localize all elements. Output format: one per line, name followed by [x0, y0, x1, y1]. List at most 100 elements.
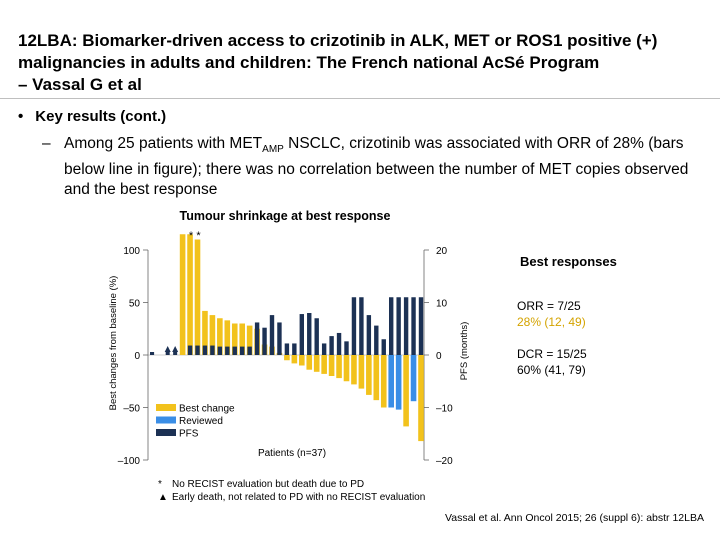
footnotes: * No RECIST evaluation but death due to P… [158, 478, 425, 504]
pfs-bar [314, 318, 319, 355]
best-change-bar [403, 355, 409, 427]
pfs-bar [321, 343, 327, 355]
title-divider [0, 98, 720, 99]
pfs-bar [277, 322, 282, 355]
orr-percent: 28% (12, 49) [517, 315, 586, 329]
dcr-block: DCR = 15/25 60% (41, 79) [517, 346, 587, 378]
triangle-marker-icon [172, 346, 179, 352]
title-line-3: – Vassal G et al [18, 75, 142, 94]
best-change-bar [291, 355, 298, 364]
subpoint-text-a: Among 25 patients with MET [64, 135, 263, 152]
best-change-bar [246, 325, 253, 355]
best-change-bar [224, 320, 231, 355]
subpoint-text: Among 25 patients with METAMP NSCLC, cri… [64, 134, 714, 200]
best-change-bar [343, 355, 350, 382]
pfs-bar [284, 343, 290, 355]
pfs-bar [381, 339, 386, 355]
best-responses-title: Best responses [520, 254, 617, 269]
pfs-bar [217, 346, 223, 355]
title-line-1: 12LBA: Biomarker-driven access to crizot… [18, 31, 658, 50]
y-tick-label: 50 [129, 299, 141, 310]
pfs-bar [396, 297, 401, 355]
best-change-bar [299, 355, 305, 366]
y2-tick-label: 0 [436, 351, 442, 362]
pfs-bar [351, 297, 357, 355]
asterisk-marker-icon: * [189, 230, 194, 242]
pfs-bar [225, 346, 230, 355]
y2-tick-label: 10 [436, 299, 448, 310]
legend-best-change-label: Best change [179, 404, 235, 415]
best-change-bar [209, 315, 216, 355]
pfs-bar [210, 345, 215, 355]
pfs-bar [173, 352, 178, 355]
slide-title: 12LBA: Biomarker-driven access to crizot… [18, 30, 708, 96]
pfs-bar [240, 346, 245, 355]
pfs-bar [232, 346, 237, 355]
best-change-bar [336, 355, 342, 379]
best-change-bar [366, 355, 372, 395]
best-change-bar [328, 355, 335, 376]
footnote-triangle-text: Early death, not related to PD with no R… [172, 492, 426, 503]
result-subpoint: – Among 25 patients with METAMP NSCLC, c… [42, 134, 714, 200]
pfs-bar [150, 352, 155, 355]
best-change-bar [373, 355, 380, 401]
pfs-bar [247, 346, 252, 355]
orr-value: ORR = 7/25 [517, 299, 581, 313]
reviewed-bar [388, 355, 394, 408]
asterisk-icon: * [158, 479, 162, 490]
y-tick-label: –100 [118, 456, 141, 467]
pfs-bar [292, 343, 297, 355]
y-tick-label: –50 [123, 404, 140, 415]
citation: Vassal et al. Ann Oncol 2015; 26 (suppl … [445, 512, 704, 524]
pfs-bar [403, 297, 409, 355]
best-change-bar [313, 355, 320, 372]
best-change-bar [418, 355, 424, 442]
best-change-bar [321, 355, 327, 374]
pfs-bar [366, 315, 372, 355]
best-change-bar [284, 355, 290, 361]
y-axis-label: Best changes from baseline (%) [108, 276, 119, 411]
asterisk-marker-icon: * [196, 230, 201, 242]
footnote-asterisk-text: No RECIST evaluation but death due to PD [172, 479, 365, 490]
pfs-bar [411, 297, 416, 355]
pfs-bar [307, 313, 312, 355]
dcr-percent: 60% (41, 79) [517, 363, 586, 377]
dcr-value: DCR = 15/25 [517, 347, 587, 361]
legend-reviewed-label: Reviewed [179, 416, 223, 427]
pfs-bar [329, 336, 334, 355]
pfs-bar [165, 352, 170, 355]
chart-title: Tumour shrinkage at best response [179, 209, 391, 223]
pfs-bar [254, 322, 260, 355]
dash-icon: – [42, 135, 51, 152]
footnote-triangle: ▲ Early death, not related to PD with no … [158, 491, 425, 504]
pfs-bar [269, 315, 275, 355]
subpoint-subscript: AMP [262, 144, 284, 156]
x-axis-label: Patients (n=37) [258, 448, 326, 459]
y-tick-label: 0 [134, 351, 140, 362]
best-change-bar [179, 234, 186, 355]
title-line-2: malignancies in adults and children: The… [18, 53, 600, 72]
pfs-bar [195, 345, 200, 355]
orr-block: ORR = 7/25 28% (12, 49) [517, 298, 586, 330]
subpoint-text-b: NSCLC, crizotinib was associated with OR… [64, 135, 689, 199]
pfs-bar [344, 341, 349, 355]
best-change-bar [194, 239, 201, 355]
legend-reviewed-swatch [156, 416, 176, 424]
footnote-asterisk: * No RECIST evaluation but death due to P… [158, 478, 425, 491]
best-change-bar [187, 234, 193, 355]
pfs-bar [299, 314, 304, 355]
reviewed-bar [410, 355, 417, 402]
pfs-bar [262, 327, 267, 355]
y-tick-label: 100 [123, 246, 140, 257]
best-change-bar [231, 323, 238, 355]
pfs-bar [202, 345, 208, 355]
y2-axis-label: PFS (months) [459, 322, 470, 381]
best-change-bar [239, 323, 245, 355]
legend-best-change-swatch [156, 404, 176, 411]
legend-pfs-swatch [156, 429, 176, 436]
pfs-bar [418, 297, 424, 355]
best-change-bar [351, 355, 357, 385]
best-change-bar [202, 310, 208, 355]
y2-tick-label: –10 [436, 404, 453, 415]
